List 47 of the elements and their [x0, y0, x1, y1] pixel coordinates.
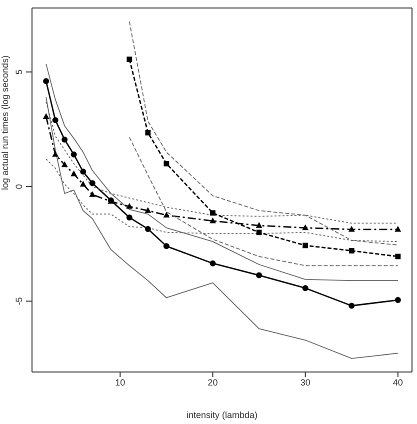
point	[394, 226, 402, 232]
point	[144, 226, 151, 232]
point	[163, 212, 170, 218]
point	[302, 242, 308, 248]
point	[52, 117, 58, 124]
point	[210, 210, 216, 216]
point	[70, 151, 77, 158]
x-tick-label: 20	[208, 377, 218, 388]
point	[42, 113, 50, 119]
y-tick-label: 5	[14, 69, 24, 74]
point	[70, 170, 78, 176]
y-axis-title: log actual run times (log seconds)	[0, 55, 10, 190]
x-tick-label: 10	[115, 377, 126, 388]
point	[302, 285, 308, 292]
point	[89, 180, 96, 186]
line-series	[46, 96, 398, 359]
point	[126, 203, 133, 209]
x-axis-title: intensity (lambda)	[186, 410, 258, 420]
point	[348, 248, 354, 254]
point	[126, 214, 132, 221]
x-tick-label: 30	[300, 377, 310, 388]
point	[144, 207, 152, 213]
point	[89, 191, 96, 197]
point	[164, 160, 170, 166]
y-tick-label: -5	[14, 297, 24, 306]
point	[62, 136, 68, 143]
point	[80, 180, 86, 187]
point	[395, 254, 401, 260]
x-tick-label: 40	[392, 377, 403, 388]
point	[210, 260, 216, 266]
line-series	[46, 63, 398, 281]
point	[61, 161, 68, 168]
point	[145, 130, 151, 136]
point	[256, 230, 262, 236]
point	[256, 272, 262, 278]
point	[256, 222, 262, 228]
point	[43, 78, 50, 84]
point	[80, 168, 86, 175]
point	[302, 224, 309, 230]
point	[126, 56, 132, 62]
point	[348, 302, 355, 309]
point	[210, 217, 216, 224]
point	[163, 243, 170, 250]
y-tick-label: 0	[14, 184, 24, 190]
point	[52, 150, 59, 157]
point	[394, 297, 401, 304]
point	[348, 226, 355, 232]
